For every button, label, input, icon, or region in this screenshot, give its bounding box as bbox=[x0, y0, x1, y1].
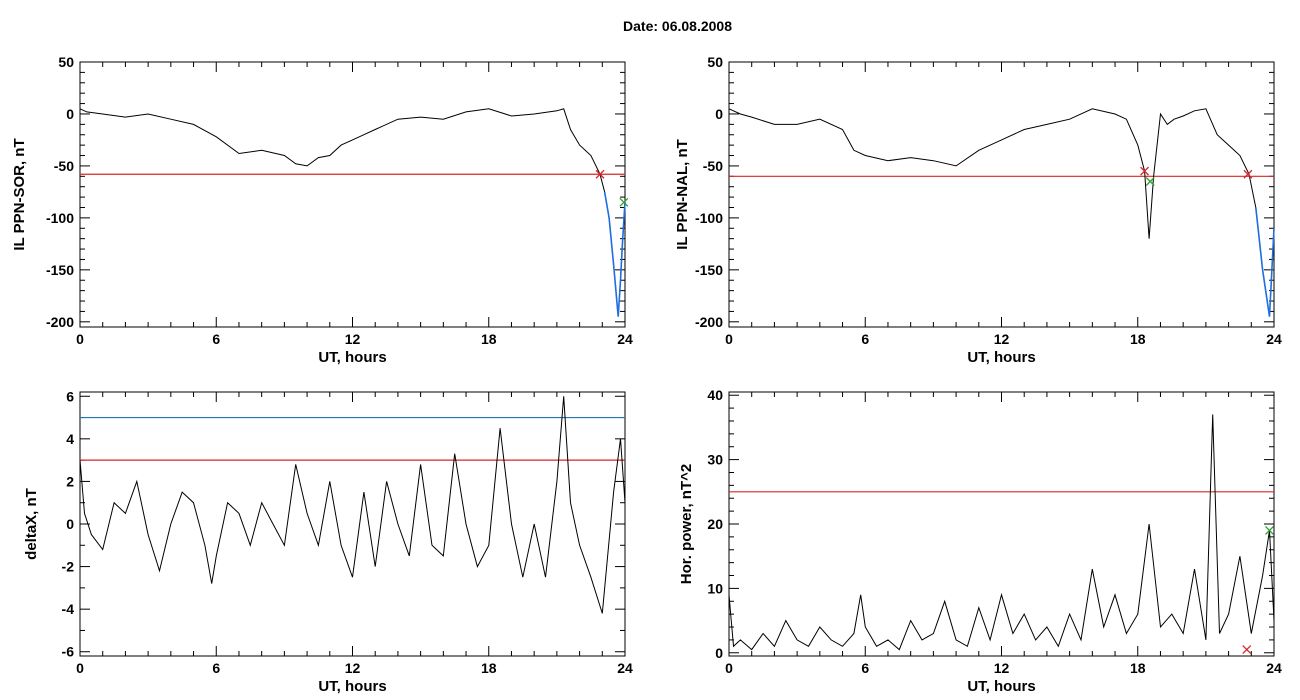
x-tick-label: 18 bbox=[1130, 331, 1146, 347]
data-series-line bbox=[728, 108, 1275, 317]
y-tick-label: 40 bbox=[707, 387, 723, 403]
x-tick-label: 0 bbox=[725, 331, 733, 347]
storm-segment-line bbox=[1255, 207, 1275, 317]
data-series-line bbox=[79, 396, 626, 614]
x-tick-label: 12 bbox=[994, 331, 1010, 347]
y-tick-label: 0 bbox=[66, 516, 74, 532]
y-tick-label: -100 bbox=[695, 210, 723, 226]
x-tick-label: 12 bbox=[345, 660, 361, 676]
storm-segment-line bbox=[603, 191, 626, 317]
y-tick-label: -100 bbox=[46, 210, 74, 226]
plot-frame bbox=[728, 391, 1275, 657]
event-marker bbox=[1264, 525, 1274, 535]
y-tick-label: 50 bbox=[707, 54, 723, 70]
x-tick-label: 24 bbox=[617, 331, 633, 347]
y-tick-label: -4 bbox=[62, 601, 75, 617]
x-tick-label: 12 bbox=[994, 660, 1010, 676]
event-marker bbox=[619, 197, 629, 207]
y-tick-label: 30 bbox=[707, 452, 723, 468]
plot-frame bbox=[79, 61, 626, 328]
x-tick-label: 0 bbox=[76, 331, 84, 347]
x-tick-label: 6 bbox=[212, 660, 220, 676]
x-tick-label: 6 bbox=[861, 331, 869, 347]
y-tick-label: -150 bbox=[46, 262, 74, 278]
x-tick-label: 0 bbox=[76, 660, 84, 676]
event-marker bbox=[595, 169, 605, 179]
x-tick-label: 6 bbox=[212, 331, 220, 347]
y-tick-label: 10 bbox=[707, 580, 723, 596]
y-tick-label: -50 bbox=[54, 158, 74, 174]
plot-frame bbox=[79, 391, 626, 657]
y-tick-label: 0 bbox=[66, 106, 74, 122]
x-tick-label: 12 bbox=[345, 331, 361, 347]
y-tick-label: 20 bbox=[707, 516, 723, 532]
y-tick-label: 0 bbox=[715, 645, 723, 661]
y-tick-label: 50 bbox=[58, 54, 74, 70]
x-tick-label: 18 bbox=[481, 331, 497, 347]
y-tick-label: 2 bbox=[66, 473, 74, 489]
x-tick-label: 0 bbox=[725, 660, 733, 676]
y-axis-title: IL PPN-SOR, nT bbox=[11, 138, 28, 250]
data-series-line bbox=[728, 414, 1275, 651]
x-axis-title: UT, hours bbox=[318, 349, 386, 366]
x-axis-title: UT, hours bbox=[967, 678, 1035, 695]
event-marker bbox=[1145, 177, 1155, 186]
x-tick-label: 18 bbox=[481, 660, 497, 676]
event-marker bbox=[1140, 166, 1150, 176]
page-title: Date: 06.08.2008 bbox=[623, 18, 732, 34]
chart-power: 0 6 12 18 24 40 30 20 10 0 UT, hours Hor. power, nT… bbox=[678, 387, 1282, 695]
x-axis-title: UT, hours bbox=[318, 678, 386, 695]
data-series-line bbox=[79, 108, 626, 317]
chart-deltax: 0 6 12 18 24 6 4 2 0 -2 -4 -6 UT, hours deltaX, nT bbox=[23, 388, 633, 695]
y-axis-title: Hor. power, nT^2 bbox=[678, 464, 695, 584]
event-marker bbox=[1243, 169, 1253, 179]
y-tick-label: 4 bbox=[66, 431, 74, 447]
x-tick-label: 24 bbox=[617, 660, 633, 676]
y-tick-label: -2 bbox=[62, 559, 75, 575]
x-tick-label: 6 bbox=[861, 660, 869, 676]
y-axis-title: IL PPN-NAL, nT bbox=[674, 139, 691, 250]
event-marker bbox=[1242, 645, 1252, 655]
x-axis-title: UT, hours bbox=[967, 349, 1035, 366]
plot-frame bbox=[728, 61, 1275, 328]
chart-nal: 0 6 12 18 24 50 0 -50 -100 -150 -200 UT, hours IL PP… bbox=[674, 54, 1282, 366]
x-tick-label: 18 bbox=[1130, 660, 1146, 676]
y-tick-label: 6 bbox=[66, 388, 74, 404]
y-tick-label: -200 bbox=[46, 314, 74, 330]
chart-sor: 0 6 12 18 24 50 0 -50 -100 -150 -200 UT, hours IL PP… bbox=[11, 54, 633, 366]
y-tick-label: -150 bbox=[695, 262, 723, 278]
y-axis-title: deltaX, nT bbox=[23, 488, 40, 560]
y-tick-label: -50 bbox=[703, 158, 723, 174]
x-tick-label: 24 bbox=[1266, 331, 1282, 347]
y-tick-label: -6 bbox=[62, 644, 75, 660]
y-tick-label: 0 bbox=[715, 106, 723, 122]
y-tick-label: -200 bbox=[695, 314, 723, 330]
x-tick-label: 24 bbox=[1266, 660, 1282, 676]
